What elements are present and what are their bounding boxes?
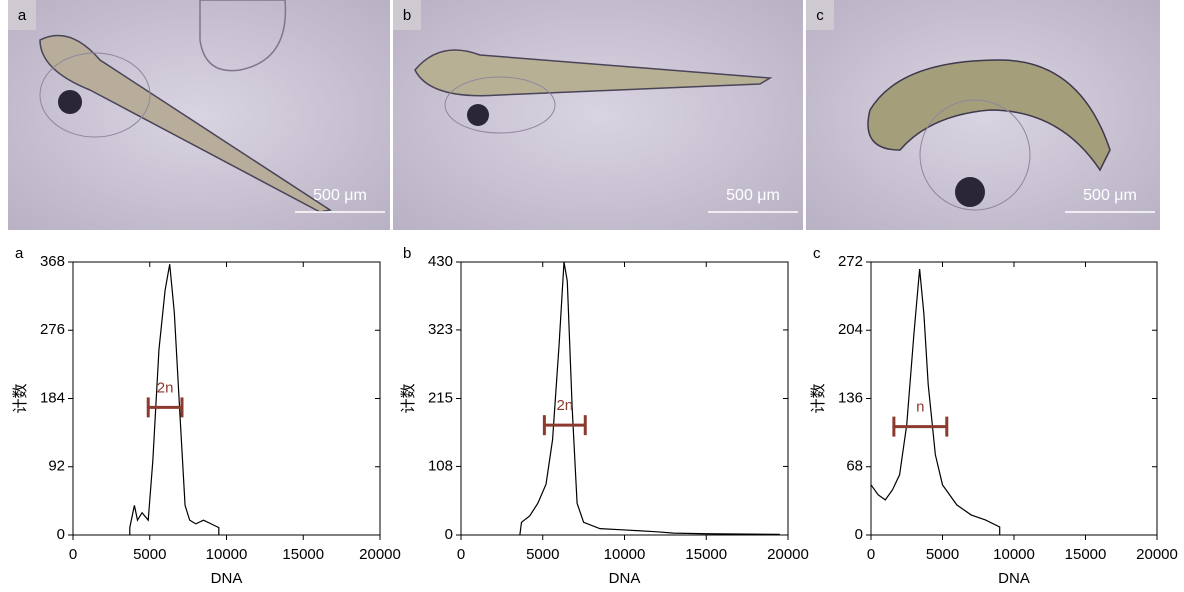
y-tick-label: 68 — [846, 458, 863, 475]
x-axis-label: DNA — [998, 570, 1030, 587]
x-tick-label: 10000 — [206, 546, 248, 563]
y-tick-label: 0 — [57, 526, 65, 543]
panel-label: b — [403, 245, 411, 262]
y-tick-label: 184 — [40, 389, 65, 406]
x-tick-label: 0 — [457, 546, 465, 563]
histogram-line — [519, 261, 780, 536]
x-tick-label: 20000 — [359, 546, 401, 563]
x-tick-label: 15000 — [1065, 546, 1107, 563]
eye — [955, 177, 985, 207]
y-tick-label: 276 — [40, 321, 65, 338]
photo-label-box — [393, 0, 421, 30]
y-tick-label: 108 — [428, 457, 453, 474]
y-tick-label: 0 — [445, 526, 453, 543]
y-tick-label: 215 — [428, 389, 453, 406]
eye — [58, 90, 82, 114]
y-axis-label: 计数 — [400, 383, 417, 413]
x-axis-label: DNA — [609, 570, 641, 587]
y-tick-label: 323 — [428, 321, 453, 338]
photo-label-box — [8, 0, 36, 30]
histogram-line — [129, 264, 220, 535]
histogram-line — [870, 268, 1001, 535]
photo-label-box — [806, 0, 834, 30]
y-tick-label: 368 — [40, 253, 65, 270]
photo-panels — [8, 0, 1160, 230]
x-tick-label: 20000 — [767, 546, 809, 563]
larva — [199, 0, 287, 72]
x-tick-label: 15000 — [685, 546, 727, 563]
larva — [867, 59, 1111, 172]
plot-frame — [870, 261, 1158, 536]
panel-label: c — [813, 245, 821, 262]
photo — [393, 0, 803, 230]
x-tick-label: 20000 — [1136, 546, 1178, 563]
x-tick-label: 15000 — [282, 546, 324, 563]
larva — [39, 34, 332, 213]
larva — [414, 49, 773, 97]
photo-label: c — [816, 7, 824, 24]
photo-label: a — [18, 7, 27, 24]
photo-label: b — [403, 7, 411, 24]
y-tick-label: 0 — [855, 526, 863, 543]
plot-frame — [460, 261, 789, 536]
x-tick-label: 5000 — [926, 546, 959, 563]
scale-label: 500 μm — [726, 187, 780, 204]
gate-label: n — [916, 399, 924, 416]
x-tick-label: 0 — [867, 546, 875, 563]
yolk — [919, 99, 1031, 211]
y-axis-label: 计数 — [12, 383, 29, 413]
x-tick-label: 10000 — [993, 546, 1035, 563]
y-axis-label: 计数 — [810, 383, 827, 413]
y-tick-label: 204 — [838, 321, 863, 338]
x-tick-label: 5000 — [133, 546, 166, 563]
y-tick-label: 92 — [48, 458, 65, 475]
y-tick-label: 136 — [838, 389, 863, 406]
x-axis-label: DNA — [211, 570, 243, 587]
scale-label: 500 μm — [1083, 187, 1137, 204]
eye — [467, 104, 489, 126]
y-tick-label: 430 — [428, 253, 453, 270]
yolk — [444, 76, 556, 134]
x-tick-label: 0 — [69, 546, 77, 563]
scale-label: 500 μm — [313, 187, 367, 204]
x-tick-label: 5000 — [526, 546, 559, 563]
x-tick-label: 10000 — [604, 546, 646, 563]
gate-label: 2n — [157, 379, 174, 396]
panel-label: a — [15, 245, 24, 262]
gate-label: 2n — [556, 397, 573, 414]
y-tick-label: 272 — [838, 253, 863, 270]
plot-frame — [72, 261, 381, 536]
yolk — [39, 52, 151, 138]
